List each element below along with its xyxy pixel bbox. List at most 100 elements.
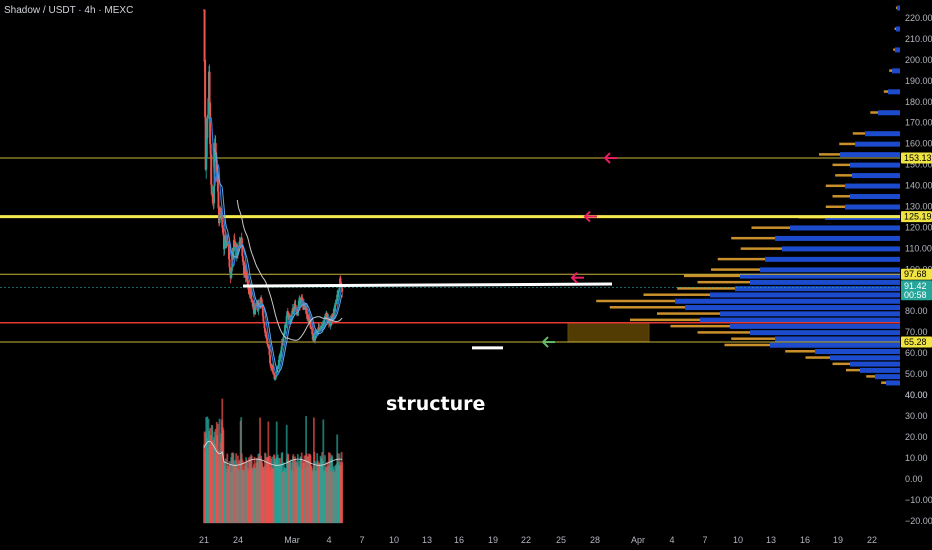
time-tick-label: 10 — [389, 535, 399, 545]
time-tick-label: 16 — [454, 535, 464, 545]
profile-bar-overflow — [717, 257, 765, 261]
candle-body — [226, 241, 229, 246]
price-badge — [901, 280, 932, 301]
time-tick-label: Mar — [284, 535, 300, 545]
candle-body — [332, 309, 335, 317]
candle-body — [333, 304, 336, 312]
volume-tick-label: 0.00 — [905, 474, 923, 484]
candle-body — [222, 235, 225, 250]
profile-bar-overflow — [825, 205, 845, 208]
candle-body — [283, 333, 286, 335]
candle-body — [337, 292, 340, 298]
candle-body — [204, 59, 207, 117]
profile-bar-overflow — [895, 6, 897, 10]
candle-body — [218, 214, 221, 224]
profile-bar-overflow — [609, 306, 685, 309]
time-tick-label: 7 — [359, 535, 364, 545]
profile-bar — [850, 361, 900, 367]
profile-bar — [700, 317, 900, 323]
volume-bar — [341, 462, 344, 524]
drawings — [242, 282, 613, 350]
candle-body — [270, 363, 273, 369]
candle-body — [205, 137, 208, 158]
price-badge-timer: 00:58 — [904, 290, 927, 300]
profile-bar — [730, 323, 900, 329]
profile-bar-overflow — [697, 331, 750, 334]
price-tick-label: 40.00 — [905, 390, 928, 400]
candle-body — [272, 374, 275, 376]
profile-bar — [750, 279, 900, 285]
price-tick-label: 210.00 — [905, 34, 932, 44]
arrow-left-icon — [541, 336, 555, 348]
price-badge-label: 125.19 — [904, 212, 932, 222]
candle-body — [287, 312, 290, 318]
candle-body — [207, 98, 210, 115]
profile-bar — [878, 110, 900, 116]
moving-averages — [203, 116, 343, 466]
time-tick-label: 24 — [233, 535, 243, 545]
profile-bar-overflow — [630, 318, 700, 322]
profile-bar-overflow — [677, 287, 735, 290]
candle-body — [268, 349, 271, 356]
candle-body — [311, 329, 314, 335]
candles — [203, 9, 344, 381]
price-badge-label: 153.13 — [904, 153, 932, 163]
profile-bar-overflow — [731, 236, 775, 240]
candle-body — [221, 227, 224, 229]
profile-bar-overflow — [805, 356, 830, 359]
candle-body — [273, 375, 276, 380]
candle-body — [284, 324, 287, 334]
profile-bar-overflow — [697, 280, 750, 284]
candle-body — [274, 376, 277, 379]
time-axis[interactable]: 21 24 Mar 4 7 10 13 16 19 22 25 28 Apr 4 7 10 13 16 19 22 — [199, 535, 877, 545]
ma-slow — [236, 199, 343, 341]
time-tick-label: 4 — [669, 535, 674, 545]
profile-bar-overflow — [832, 163, 850, 167]
profile-bar — [815, 349, 900, 355]
profile-bar — [892, 68, 900, 74]
candle-body — [275, 371, 278, 375]
profile-bar — [840, 152, 900, 158]
candle-body — [254, 307, 257, 315]
profile-bar-overflow — [883, 90, 888, 93]
price-tick-label: 220.00 — [905, 13, 932, 23]
profile-bar-overflow — [596, 299, 675, 303]
candle-body — [335, 301, 338, 305]
time-tick-label: 4 — [326, 535, 331, 545]
candle-body — [317, 327, 320, 334]
candle-body — [230, 267, 233, 272]
candle-body — [294, 303, 297, 305]
candle-body — [280, 350, 283, 357]
candle-body — [323, 317, 326, 325]
price-tick-label: 160.00 — [905, 139, 932, 149]
candle-body — [240, 237, 243, 244]
profile-bar — [860, 367, 900, 373]
profile-bar — [675, 298, 900, 304]
profile-bar — [897, 5, 900, 11]
profile-bar — [735, 286, 900, 292]
ma-fast — [209, 116, 343, 377]
candle-body — [210, 154, 213, 185]
candle-body — [336, 294, 339, 302]
candle-body — [232, 240, 235, 252]
profile-bar — [775, 336, 900, 342]
candle-body — [216, 174, 219, 176]
candle-body — [326, 319, 329, 321]
arrow-left-icon — [583, 210, 597, 223]
candle-body — [294, 304, 297, 310]
volume-tick-label: −10.00 — [905, 495, 932, 505]
chart-title: Shadow / USDT · 4h · MEXC — [4, 5, 134, 16]
candle-body — [249, 288, 252, 295]
profile-bar — [895, 47, 900, 53]
candle-body — [251, 301, 254, 303]
profile-bar-overflow — [832, 362, 850, 366]
candle-body — [292, 308, 295, 313]
price-tick-label: 150.00 — [905, 160, 932, 170]
price-tick-label: 180.00 — [905, 97, 932, 107]
arrow-left-icon — [570, 272, 584, 284]
candle-body — [314, 332, 316, 341]
candle-body — [241, 256, 244, 262]
profile-bar-overflow — [839, 142, 855, 146]
